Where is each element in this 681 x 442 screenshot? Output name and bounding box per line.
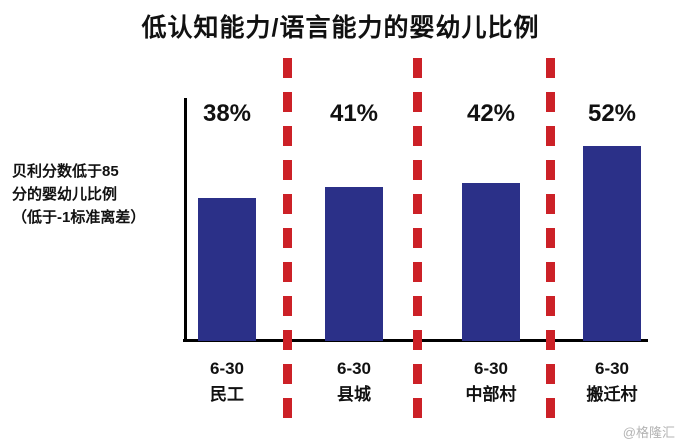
category-label: 6-30 县城 (294, 356, 414, 408)
category-group-name: 县城 (337, 385, 371, 404)
value-label: 38% (202, 100, 252, 127)
value-label: 41% (329, 100, 379, 127)
bar (583, 146, 641, 341)
bar (462, 183, 520, 341)
dashed-separator-line (546, 58, 555, 418)
value-label: 52% (587, 100, 637, 127)
watermark: @格隆汇 (622, 425, 675, 440)
category-label: 6-30 民工 (167, 356, 287, 408)
category-label: 6-30 中部村 (431, 356, 551, 408)
category-label: 6-30 搬迁村 (552, 356, 672, 408)
category-group-name: 民工 (210, 385, 244, 404)
y-axis-label-line3: （低于-1标准离差） (12, 209, 146, 226)
category-age-range: 6-30 (594, 359, 630, 378)
value-label: 42% (466, 100, 516, 127)
bar (325, 187, 383, 341)
dashed-separator-line (413, 58, 422, 418)
bar (198, 198, 256, 341)
y-axis-line (184, 98, 187, 342)
dashed-separator-line (283, 58, 292, 418)
y-axis-label-line1: 贝利分数低于85 (12, 163, 119, 180)
category-age-range: 6-30 (336, 359, 372, 378)
category-group-name: 中部村 (465, 385, 517, 404)
chart-title: 低认知能力/语言能力的婴幼儿比例 (141, 14, 540, 42)
category-group-name: 搬迁村 (586, 385, 638, 404)
y-axis-label: 贝利分数低于85 分的婴幼儿比例 （低于-1标准离差） (12, 160, 184, 229)
y-axis-label-line2: 分的婴幼儿比例 (12, 186, 118, 203)
category-age-range: 6-30 (209, 359, 245, 378)
category-age-range: 6-30 (473, 359, 509, 378)
